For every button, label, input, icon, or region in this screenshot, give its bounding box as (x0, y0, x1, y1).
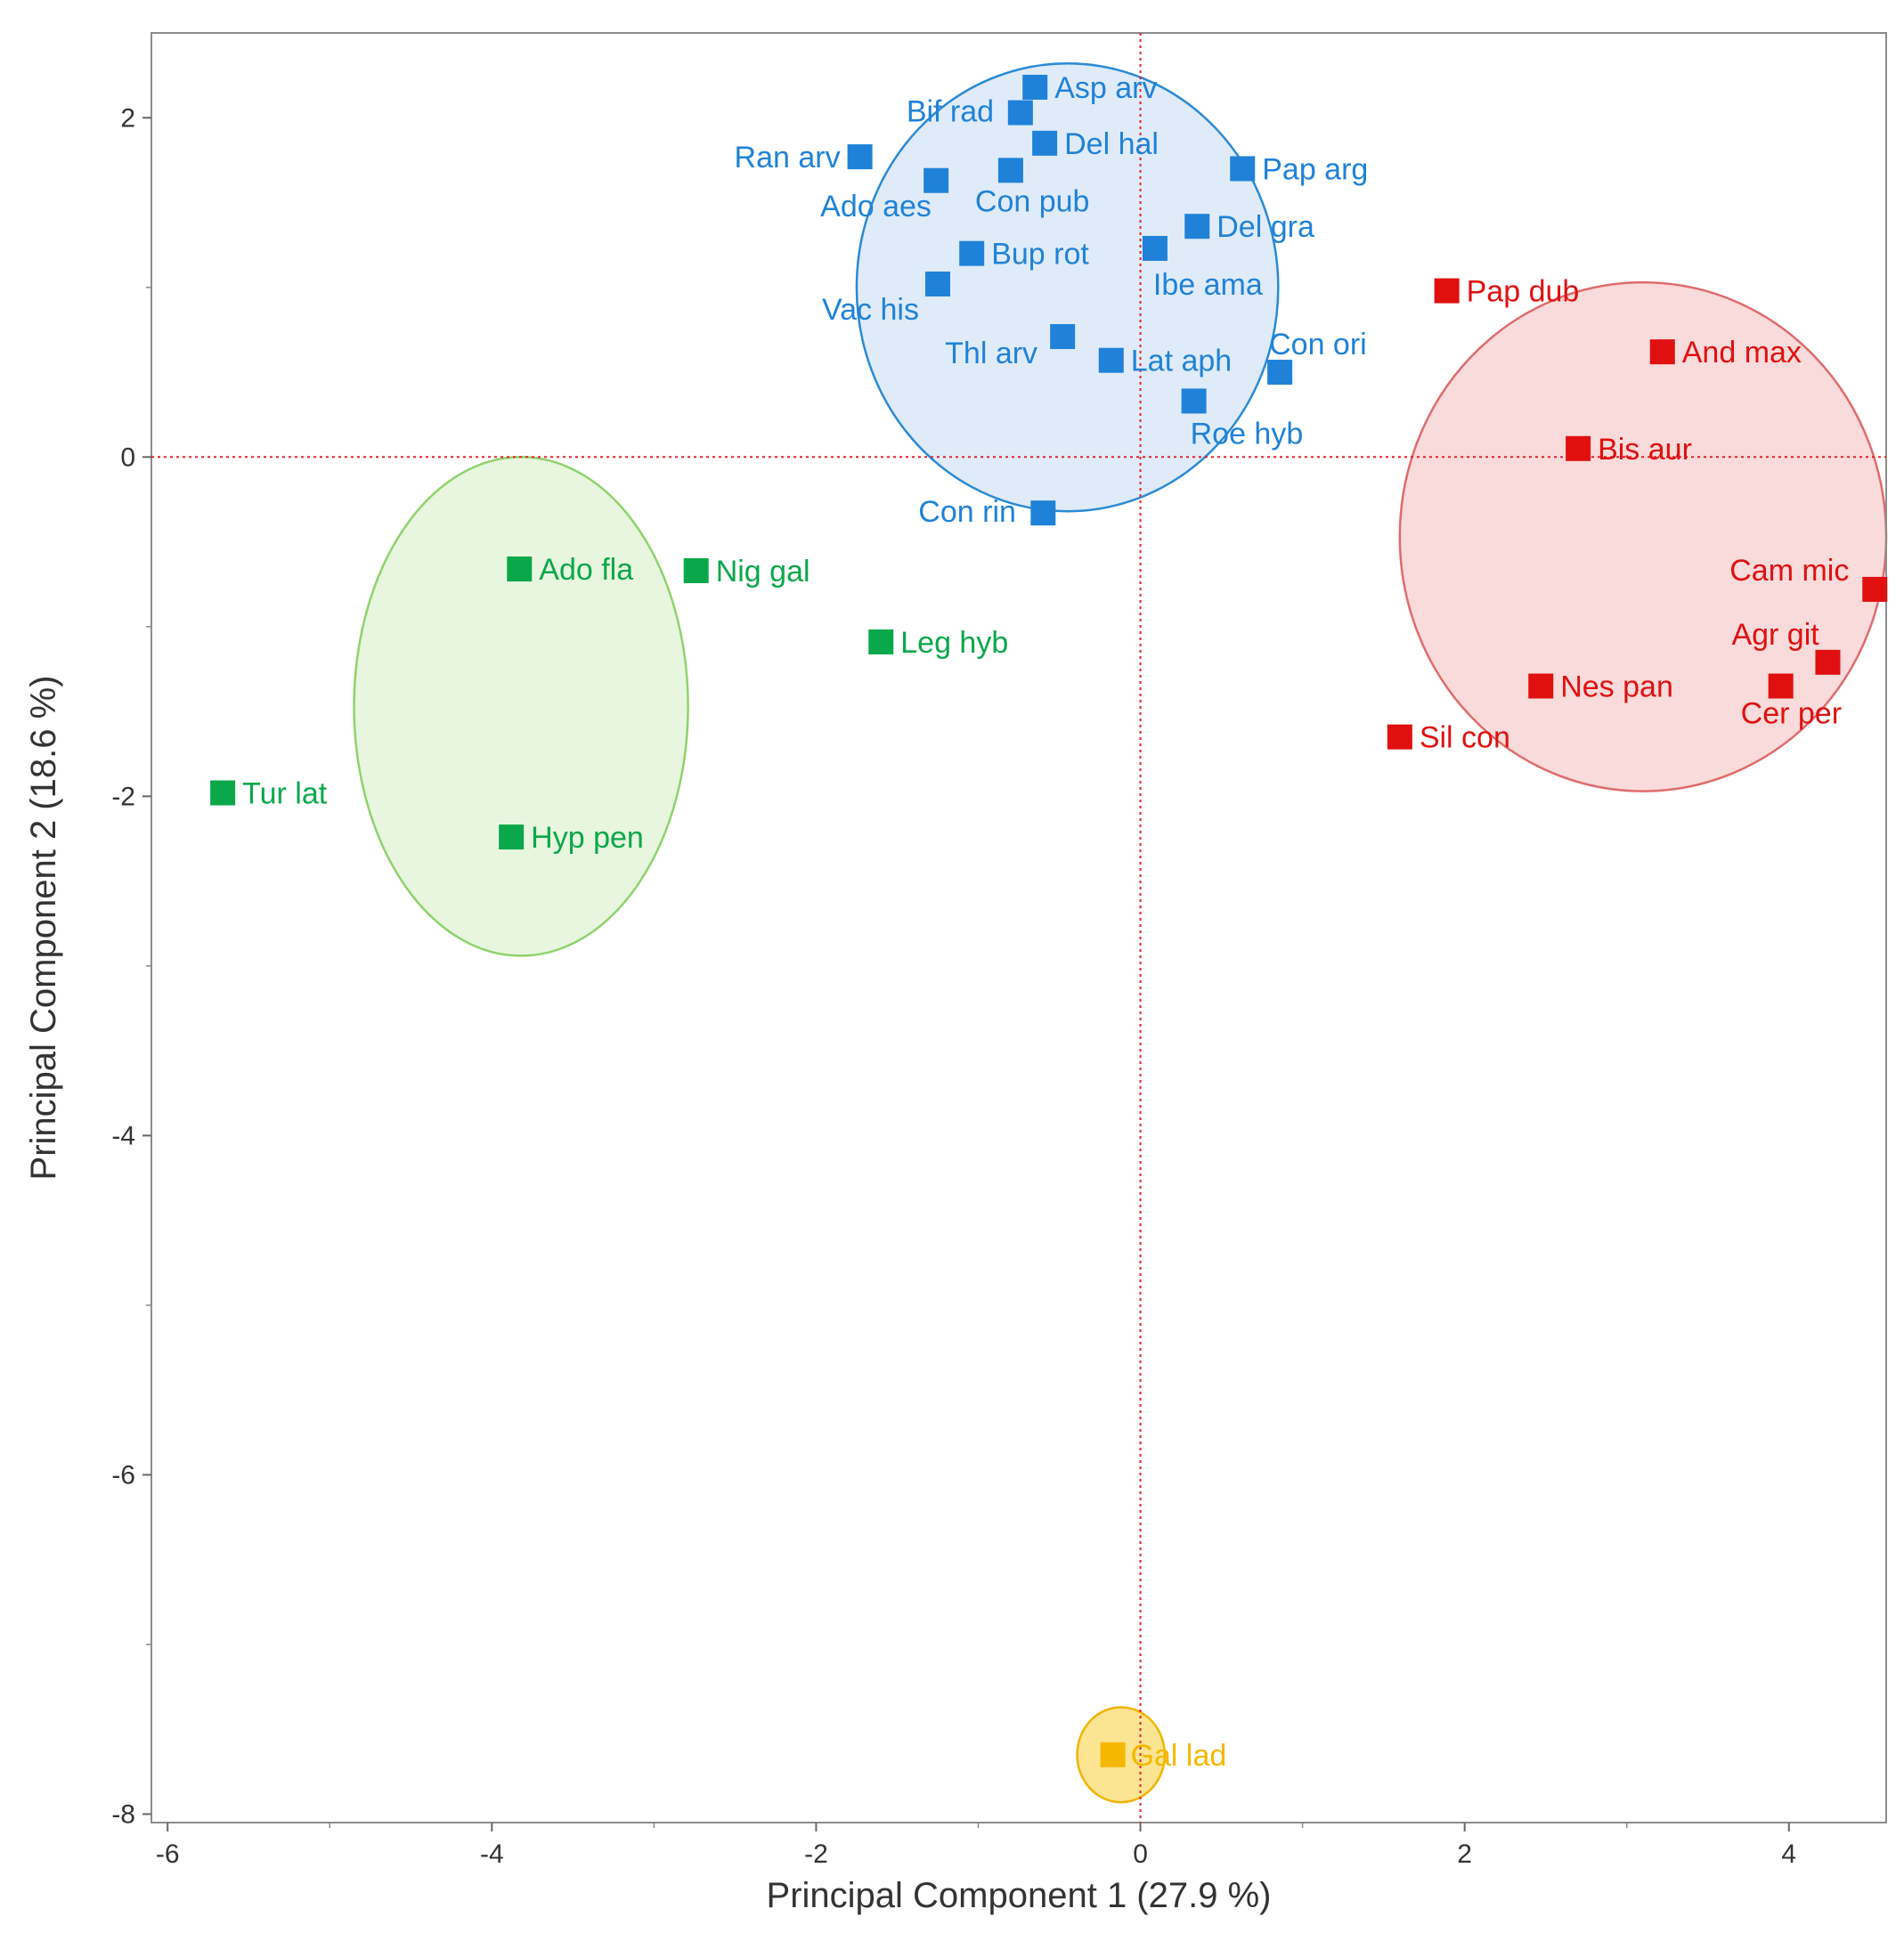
point-marker-ado-fla (507, 556, 533, 582)
point-label-ado-aes: Ado aes (820, 190, 932, 223)
point-marker-asp-arv (1022, 74, 1048, 100)
point-marker-bup-rot (959, 240, 985, 266)
point-marker-thl-arv (1050, 324, 1076, 350)
point-label-gal-lad: Gal lad (1131, 1739, 1227, 1773)
point-marker-del-hal (1032, 130, 1058, 156)
reference-lines (151, 33, 1886, 1823)
x-tick-label: 4 (1781, 1839, 1796, 1869)
point-label-tur-lat: Tur lat (242, 777, 328, 811)
point-label-thl-arv: Thl arv (945, 337, 1037, 370)
x-tick-label: 0 (1133, 1839, 1148, 1869)
point-marker-pap-arg (1230, 156, 1256, 182)
x-axis-title: Principal Component 1 (27.9 %) (767, 1876, 1272, 1915)
point-marker-ibe-ama (1142, 235, 1168, 261)
x-tick-label: -6 (156, 1839, 180, 1869)
point-marker-and-max (1649, 339, 1675, 365)
point-marker-bis-aur (1566, 435, 1591, 461)
point-label-pap-arg: Pap arg (1262, 152, 1368, 186)
point-label-roe-hyb: Roe hyb (1191, 417, 1304, 451)
cluster-ellipse-blue (855, 62, 1280, 513)
point-marker-vac-his (924, 271, 950, 296)
point-label-agr-git: Agr git (1731, 618, 1819, 652)
point-label-lat-aph: Lat aph (1131, 345, 1232, 378)
y-tick-label: -6 (111, 1460, 135, 1490)
point-marker-del-gra (1184, 214, 1210, 240)
point-label-del-gra: Del gra (1216, 210, 1314, 244)
point-marker-ran-arv (847, 144, 873, 170)
point-label-con-pub: Con pub (975, 184, 1090, 218)
y-tick-label: -4 (111, 1121, 135, 1150)
point-label-leg-hyb: Leg hyb (900, 626, 1008, 660)
point-label-nig-gal: Nig gal (716, 555, 810, 589)
point-marker-sil-con (1387, 724, 1412, 750)
point-label-del-hal: Del hal (1064, 127, 1159, 161)
cluster-ellipse-green (353, 456, 689, 957)
point-marker-cam-mic (1862, 576, 1888, 602)
point-marker-agr-git (1815, 649, 1841, 675)
point-label-asp-arv: Asp arv (1054, 71, 1157, 105)
point-label-con-ori: Con ori (1269, 328, 1367, 361)
point-label-nes-pan: Nes pan (1560, 670, 1673, 704)
x-tick-label: 2 (1457, 1839, 1472, 1869)
point-marker-hyp-pen (499, 824, 525, 850)
point-marker-leg-hyb (868, 629, 894, 654)
point-marker-ado-aes (924, 167, 949, 193)
point-label-hyp-pen: Hyp pen (531, 821, 644, 855)
point-label-bis-aur: Bis aur (1598, 433, 1692, 467)
point-label-cam-mic: Cam mic (1729, 554, 1849, 588)
point-marker-nes-pan (1528, 673, 1554, 699)
point-marker-gal-lad (1100, 1742, 1126, 1767)
x-tick-label: -4 (480, 1839, 504, 1869)
point-label-bup-rot: Bup rot (991, 238, 1089, 272)
data-points: Asp arv Bif rad Del hal Ran arv Pap arg Con p… (210, 71, 1888, 1773)
point-label-ran-arv: Ran arv (735, 141, 841, 175)
point-label-ibe-ama: Ibe ama (1153, 268, 1263, 302)
point-marker-cer-per (1768, 673, 1794, 699)
y-tick-label: 0 (120, 443, 135, 472)
point-marker-pap-dub (1434, 278, 1460, 304)
y-tick-label: -2 (111, 782, 135, 811)
point-marker-roe-hyb (1181, 388, 1207, 414)
point-label-pap-dub: Pap dub (1467, 275, 1580, 309)
point-marker-con-ori (1267, 360, 1293, 386)
point-label-con-rin: Con rin (918, 495, 1016, 529)
point-label-and-max: And max (1682, 336, 1802, 370)
point-marker-tur-lat (210, 780, 236, 806)
point-label-sil-con: Sil con (1420, 721, 1510, 755)
point-label-bif-rad: Bif rad (907, 95, 994, 129)
point-label-cer-per: Cer per (1741, 697, 1842, 731)
point-label-ado-fla: Ado fla (539, 553, 633, 587)
point-marker-nig-gal (683, 557, 709, 583)
cluster-ellipses (353, 62, 1888, 1804)
point-marker-bif-rad (1007, 100, 1033, 126)
axes: -6 -4 -2 0 2 4 2 0 -2 -4 -6 -8 (111, 103, 1796, 1869)
point-marker-con-rin (1030, 500, 1056, 526)
x-tick-label: -2 (804, 1839, 828, 1869)
point-marker-lat-aph (1098, 347, 1124, 373)
point-label-vac-his: Vac his (822, 293, 919, 327)
y-axis-title: Principal Component 2 (18.6 %) (24, 676, 63, 1181)
plot-frame (151, 32, 1887, 1823)
y-tick-label: 2 (120, 103, 135, 133)
y-tick-label: -8 (111, 1799, 135, 1829)
point-marker-con-pub (997, 158, 1023, 183)
